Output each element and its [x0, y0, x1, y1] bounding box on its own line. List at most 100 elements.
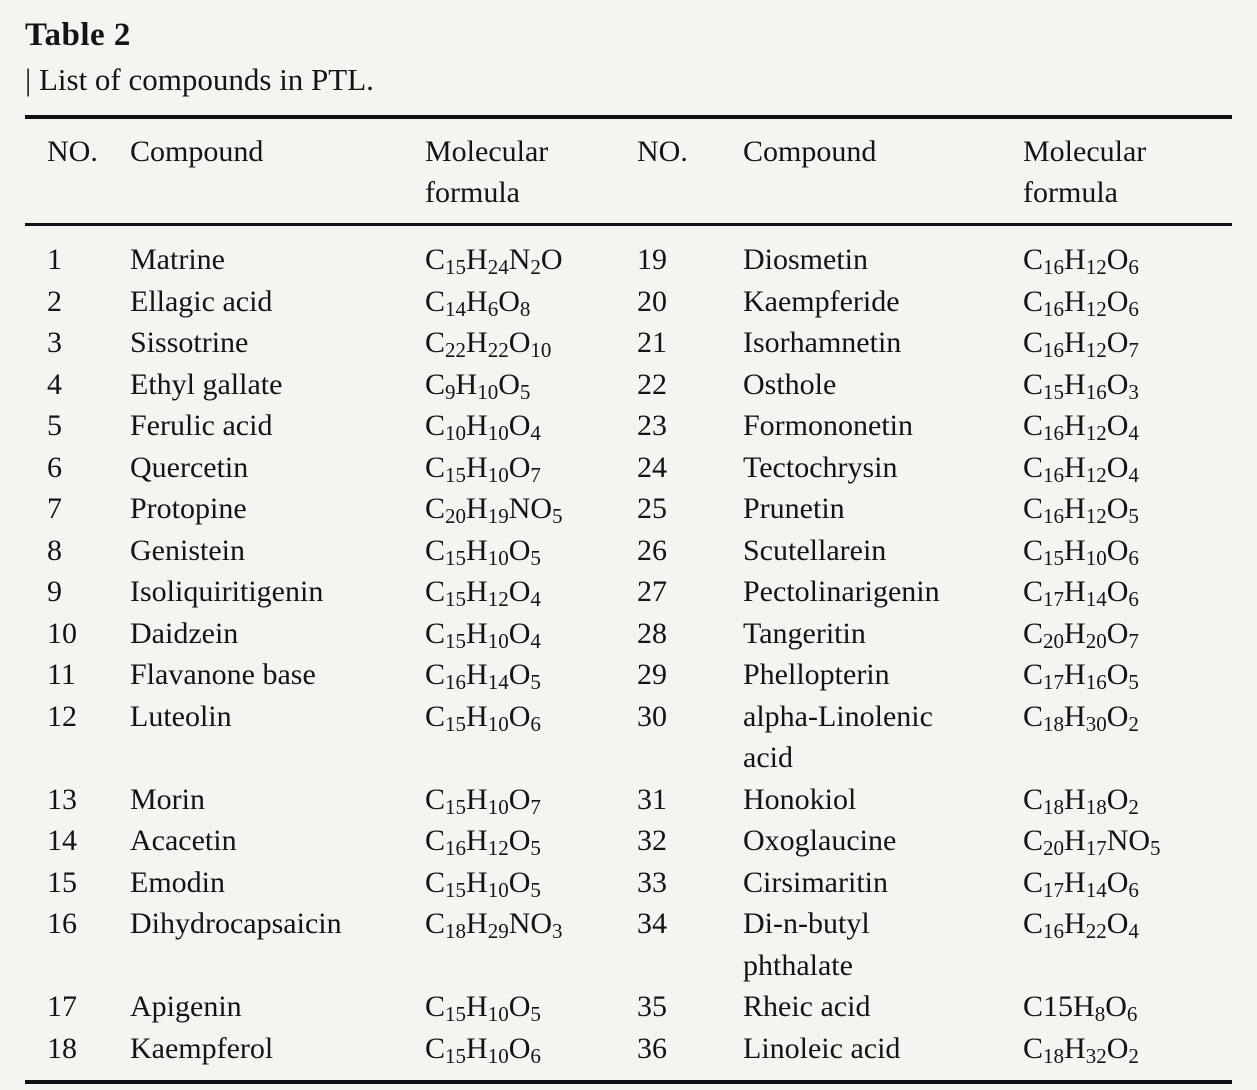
compound-cell: Pectolinarigenin — [743, 575, 940, 608]
compound-cell: Tectochrysin — [743, 450, 898, 484]
compound-cell: Oxoglaucine — [743, 824, 897, 857]
no-cell: 16 — [47, 907, 77, 940]
no-cell: 5 — [47, 409, 62, 442]
table-row: 17 Apigenin C15H10O5 35 Rheic acid C15H8O6 — [25, 986, 1232, 1028]
table-row: 9 Isoliquiritigenin C15H12O4 27 Pectolinarig… — [25, 571, 1232, 613]
formula-cell: C15H10O5 — [425, 533, 541, 570]
no-cell: 1 — [47, 243, 62, 276]
table-title: Table 2 — [25, 17, 131, 53]
compound-cell: Tangeritin — [743, 616, 866, 650]
no-cell: 21 — [637, 326, 667, 359]
compound-cell: Quercetin — [130, 450, 249, 484]
header-compound-right: Compound — [743, 117, 1023, 226]
no-cell: 2 — [47, 284, 62, 318]
compound-cell: Luteolin — [130, 699, 232, 733]
formula-cell: C18H29NO3 — [425, 907, 563, 943]
formula-cell: C20H17NO5 — [1023, 824, 1161, 860]
formula-cell: C16H12O7 — [1023, 326, 1139, 362]
no-cell: 35 — [637, 990, 667, 1023]
header-no-left: NO. — [25, 117, 130, 226]
formula-cell: C16H12O5 — [1023, 492, 1139, 528]
header-formula-left: Molecular formula — [425, 117, 637, 226]
formula-cell: C22H22O10 — [425, 326, 552, 362]
compound-cell: Phellopterin — [743, 658, 890, 691]
header-no-right: NO. — [637, 117, 743, 226]
formula-cell: C16H12O4 — [1023, 409, 1139, 445]
formula-cell: C15H10O7 — [425, 782, 541, 819]
no-cell: 28 — [637, 616, 667, 650]
formula-cell: C20H19NO5 — [425, 492, 563, 528]
no-cell: 20 — [637, 284, 667, 318]
no-cell: 24 — [637, 450, 667, 484]
compound-cell: Cirsimaritin — [743, 865, 888, 899]
formula-cell: C18H18O2 — [1023, 782, 1139, 819]
compounds-table: NO. Compound Molecular formula NO. Compo… — [25, 115, 1232, 1084]
formula-cell: C17H16O5 — [1023, 658, 1139, 694]
compound-cell: Honokiol — [743, 782, 857, 816]
no-cell: 26 — [637, 533, 667, 567]
no-cell: 7 — [47, 492, 62, 525]
formula-cell: C15H10O6 — [425, 1031, 541, 1068]
table-header: NO. Compound Molecular formula NO. Compo… — [25, 117, 1232, 226]
formula-cell: C16H12O6 — [1023, 243, 1139, 279]
formula-cell: C15H12O4 — [425, 575, 541, 611]
table-row: 2 Ellagic acid C14H6O8 20 Kaempferide C16H12O… — [25, 281, 1232, 323]
formula-cell: C15H8O6 — [1023, 990, 1138, 1026]
no-cell: 14 — [47, 824, 77, 857]
formula-cell: C15H10O6 — [1023, 533, 1139, 570]
no-cell: 9 — [47, 575, 62, 608]
table-row: 1 Matrine C15H24N2O 19 Diosmetin C16H12O6 — [25, 225, 1232, 281]
table-row: 4 Ethyl gallate C9H10O5 22 Osthole C15H16O3 — [25, 364, 1232, 406]
compound-cell: Ethyl gallate — [130, 367, 283, 401]
formula-cell: C9H10O5 — [425, 367, 531, 404]
compound-cell: Isoliquiritigenin — [130, 575, 324, 608]
compound-cell: Kaempferol — [130, 1031, 274, 1065]
formula-cell: C15H10O7 — [425, 450, 541, 487]
table-row: 5 Ferulic acid C10H10O4 23 Formononetin C16H1… — [25, 405, 1232, 447]
no-cell: 12 — [47, 699, 77, 733]
formula-cell: C20H20O7 — [1023, 616, 1139, 653]
formula-cell: C16H12O6 — [1023, 284, 1139, 321]
formula-cell: C14H6O8 — [425, 284, 531, 321]
compound-cell: Protopine — [130, 492, 247, 525]
formula-cell: C15H10O5 — [425, 865, 541, 902]
no-cell: 33 — [637, 865, 667, 899]
compound-cell: Ellagic acid — [130, 284, 273, 318]
no-cell: 6 — [47, 450, 62, 484]
no-cell: 10 — [47, 616, 77, 650]
no-cell: 29 — [637, 658, 667, 691]
formula-cell: C17H14O6 — [1023, 865, 1139, 902]
header-compound-left: Compound — [130, 117, 425, 226]
compound-cell: Osthole — [743, 367, 837, 401]
no-cell: 11 — [47, 658, 76, 691]
compound-cell: Kaempferide — [743, 284, 900, 318]
compound-cell: Linoleic acid — [743, 1031, 901, 1065]
table-row: 16 Dihydrocapsaicin C18H29NO3 34 Di-n-butyl … — [25, 903, 1232, 986]
compound-cell: Prunetin — [743, 492, 845, 525]
table-row: 12 Luteolin C15H10O6 30 alpha-Linolenic acid… — [25, 696, 1232, 779]
no-cell: 31 — [637, 782, 667, 816]
compound-cell: Flavanone base — [130, 658, 316, 691]
table-row: 8 Genistein C15H10O5 26 Scutellarein C15H10O6 — [25, 530, 1232, 572]
compound-cell: alpha-Linolenic acid — [743, 699, 933, 775]
no-cell: 23 — [637, 409, 667, 442]
no-cell: 3 — [47, 326, 62, 359]
compound-cell: Sissotrine — [130, 326, 249, 359]
table-row: 15 Emodin C15H10O5 33 Cirsimaritin C17H14O6 — [25, 862, 1232, 904]
formula-cell: C16H12O5 — [425, 824, 541, 860]
compound-cell: Acacetin — [130, 824, 237, 857]
no-cell: 4 — [47, 367, 62, 401]
formula-cell: C15H24N2O — [425, 243, 563, 279]
no-cell: 32 — [637, 824, 667, 857]
compound-cell: Matrine — [130, 243, 225, 276]
formula-cell: C18H30O2 — [1023, 699, 1139, 736]
compound-cell: Rheic acid — [743, 990, 871, 1023]
no-cell: 15 — [47, 865, 77, 899]
compound-cell: Scutellarein — [743, 533, 887, 567]
formula-cell: C16H14O5 — [425, 658, 541, 694]
no-cell: 19 — [637, 243, 667, 276]
no-cell: 27 — [637, 575, 667, 608]
no-cell: 36 — [637, 1031, 667, 1065]
no-cell: 30 — [637, 699, 667, 733]
